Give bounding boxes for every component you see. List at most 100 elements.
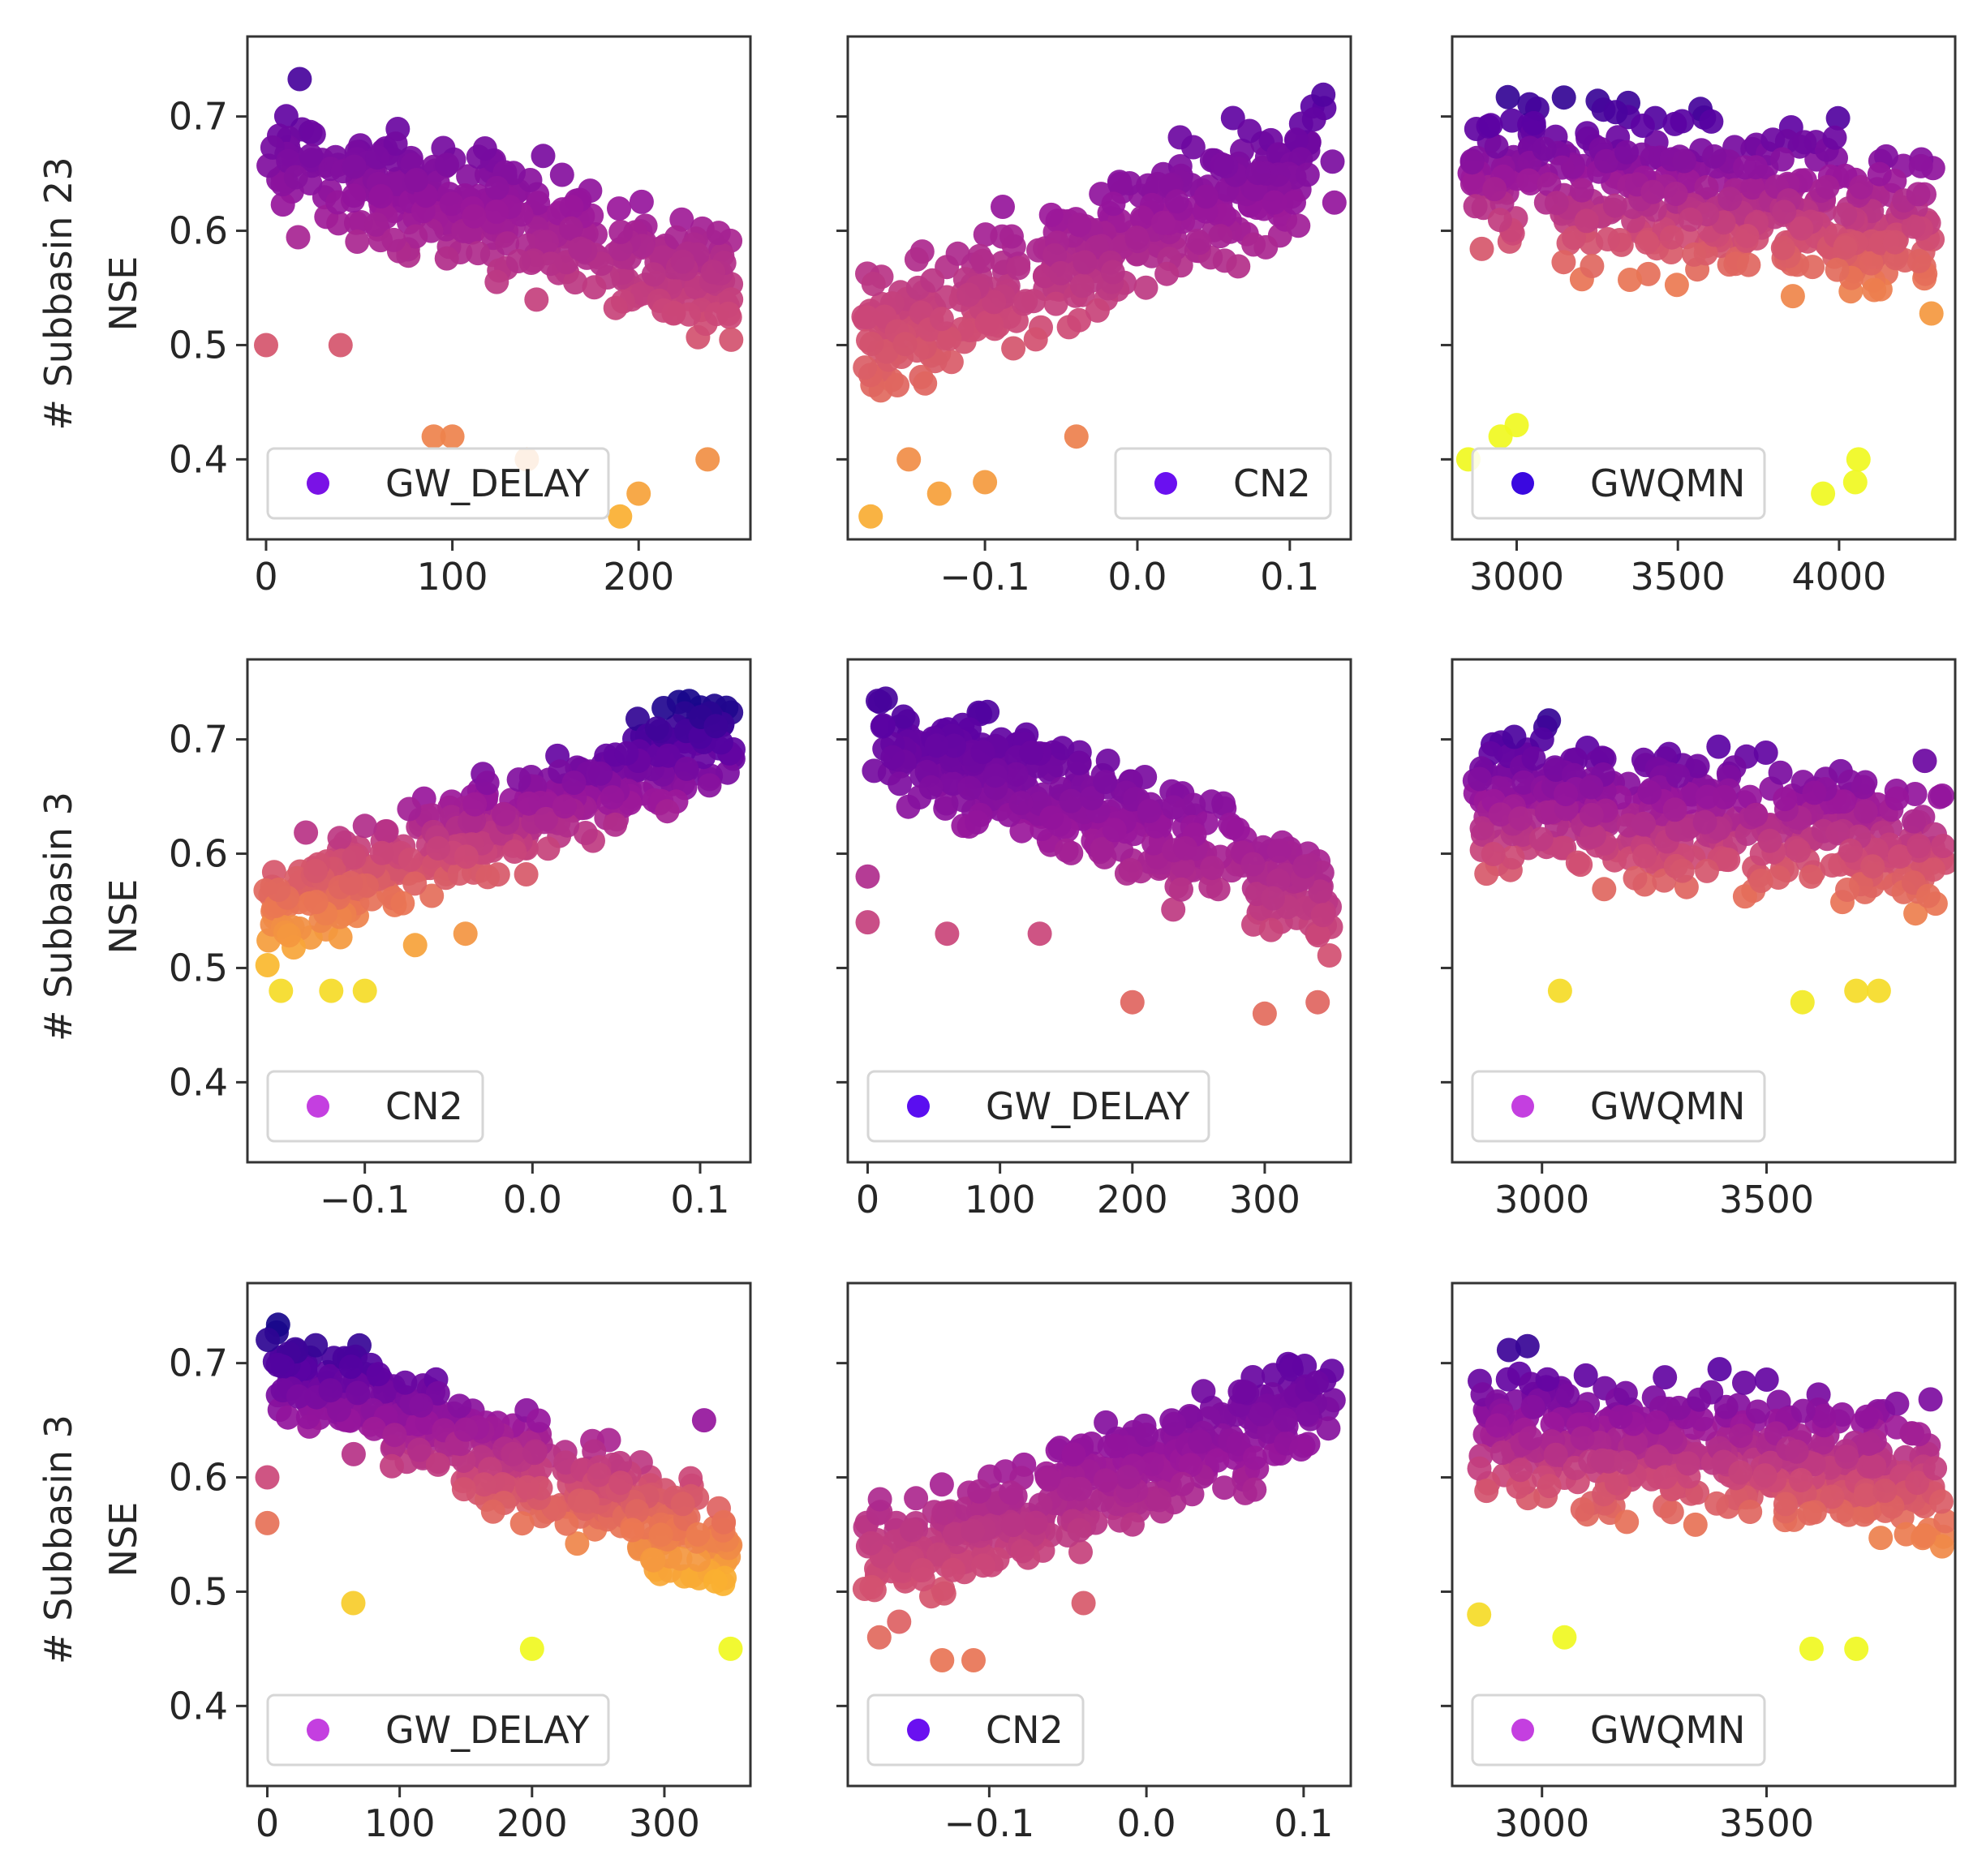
- scatter-point: [716, 301, 741, 326]
- scatter-point: [1670, 858, 1695, 883]
- scatter-point: [1689, 1406, 1714, 1432]
- scatter-point: [447, 1393, 472, 1419]
- scatter-point: [1921, 857, 1946, 882]
- xtick-label: 100: [965, 1178, 1036, 1221]
- scatter-point: [941, 1557, 965, 1582]
- scatter-point: [970, 1553, 995, 1578]
- scatter-point: [406, 1437, 432, 1462]
- scatter-point: [1133, 275, 1158, 300]
- scatter-point: [1137, 799, 1162, 823]
- scatter-point: [1929, 1534, 1954, 1559]
- xtick-label: 3000: [1494, 1178, 1589, 1221]
- scatter-point: [1573, 1363, 1598, 1388]
- scatter-point: [1220, 105, 1245, 131]
- scatter-point: [1134, 1423, 1159, 1447]
- scatter-point: [1023, 1510, 1048, 1535]
- scatter-point: [1529, 727, 1554, 752]
- scatter-point: [887, 1609, 912, 1634]
- scatter-point: [342, 183, 367, 208]
- scatter-point: [409, 1393, 433, 1418]
- scatter-point: [256, 153, 282, 178]
- legend-label: CN2: [986, 1708, 1064, 1752]
- scatter-point: [1469, 236, 1494, 261]
- scatter-point: [1604, 1470, 1629, 1496]
- scatter-point: [1102, 818, 1127, 843]
- scatter-point: [1912, 749, 1937, 774]
- scatter-point: [1162, 1411, 1187, 1436]
- scatter-point: [982, 290, 1007, 315]
- scatter-point: [425, 1380, 450, 1406]
- scatter-point: [1252, 1001, 1277, 1026]
- xtick-label: 3000: [1494, 1801, 1589, 1845]
- scatter-point: [563, 270, 587, 295]
- scatter-point: [502, 839, 527, 864]
- scatter-point: [535, 230, 559, 255]
- scatter-point: [1754, 1367, 1779, 1392]
- ytick-label: 0.7: [169, 95, 228, 139]
- scatter-point: [888, 771, 913, 796]
- scatter-point: [1266, 162, 1291, 187]
- scatter-point: [495, 231, 520, 256]
- scatter-point: [1504, 413, 1529, 438]
- scatter-point: [859, 1574, 884, 1599]
- scatter-point: [484, 200, 509, 224]
- scatter-point: [1093, 1468, 1118, 1493]
- scatter-point: [904, 247, 929, 272]
- scatter-point: [691, 1408, 716, 1433]
- scatter-point: [1738, 1500, 1763, 1524]
- scatter-point: [1728, 1423, 1753, 1449]
- scatter-point: [1659, 1426, 1684, 1451]
- scatter-point: [913, 371, 938, 396]
- scatter-point: [629, 189, 654, 214]
- scatter-point: [453, 921, 478, 947]
- scatter-point: [614, 741, 639, 766]
- scatter-point: [366, 1362, 391, 1387]
- scatter-point: [1518, 1426, 1543, 1451]
- scatter-point: [891, 704, 916, 729]
- scatter-points: [255, 1312, 743, 1661]
- scatter-point: [1508, 1457, 1533, 1483]
- legend-box: [1471, 447, 1766, 520]
- scatter-point: [587, 1462, 612, 1487]
- scatter-point: [1590, 1448, 1615, 1473]
- scatter-point: [1467, 1602, 1492, 1627]
- scatter-point: [1544, 191, 1569, 216]
- scatter-point: [1770, 235, 1795, 260]
- scatter-point: [505, 249, 531, 273]
- scatter-point: [1283, 127, 1309, 152]
- scatter-point: [265, 1352, 290, 1377]
- ytick-label: 0.4: [169, 437, 228, 481]
- scatter-point: [1753, 741, 1778, 765]
- scatter-point: [1653, 1365, 1678, 1390]
- scatter-point: [1317, 943, 1342, 968]
- scatter-points: [1455, 84, 1945, 506]
- scatter-point: [937, 326, 962, 351]
- scatter-point: [1901, 214, 1926, 239]
- scatter-point: [1833, 235, 1858, 260]
- scatter-point: [1623, 865, 1648, 891]
- xtick-label: −0.1: [944, 1801, 1035, 1845]
- scatter-points: [855, 686, 1343, 1026]
- scatter-point: [1815, 174, 1840, 200]
- scatter-point: [1849, 174, 1873, 200]
- scatter-point: [1200, 856, 1225, 881]
- scatter-point: [1570, 1426, 1595, 1451]
- scatter-point: [608, 1470, 634, 1496]
- scatter-point: [472, 136, 497, 161]
- scatter-point: [1462, 170, 1487, 195]
- scatter-point: [299, 143, 324, 168]
- scatter-point: [1832, 789, 1856, 814]
- scatter-point: [1908, 153, 1933, 178]
- scatter-point: [861, 272, 886, 297]
- scatter-point: [608, 1450, 633, 1475]
- scatter-point: [1305, 990, 1330, 1015]
- scatter-point: [1663, 182, 1688, 206]
- scatter-point: [549, 162, 574, 187]
- scatter-point: [1732, 884, 1757, 909]
- scatter-point: [480, 1499, 505, 1524]
- scatter-point: [1683, 1512, 1708, 1537]
- scatter-point: [1695, 858, 1719, 883]
- ylabel-nse-2: NSE: [101, 1502, 145, 1578]
- scatter-point: [1169, 877, 1193, 902]
- scatter-point: [1745, 1399, 1770, 1424]
